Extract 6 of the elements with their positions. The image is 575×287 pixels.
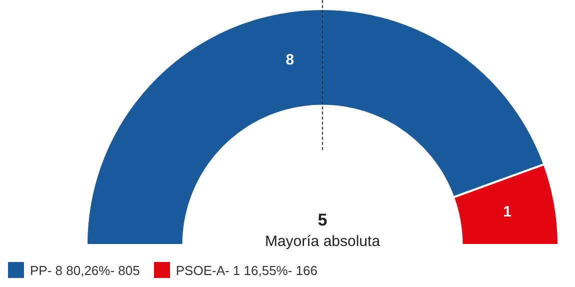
data-label: 1 <box>503 204 512 221</box>
text: 5 <box>318 210 328 230</box>
legend-label: PSOE-A- 1 16,55%- 166 <box>176 262 318 278</box>
data-label: 8 <box>286 51 294 68</box>
text: Mayoría absoluta <box>264 233 381 250</box>
legend-label: PP- 8 80,26%- 805 <box>30 262 140 278</box>
